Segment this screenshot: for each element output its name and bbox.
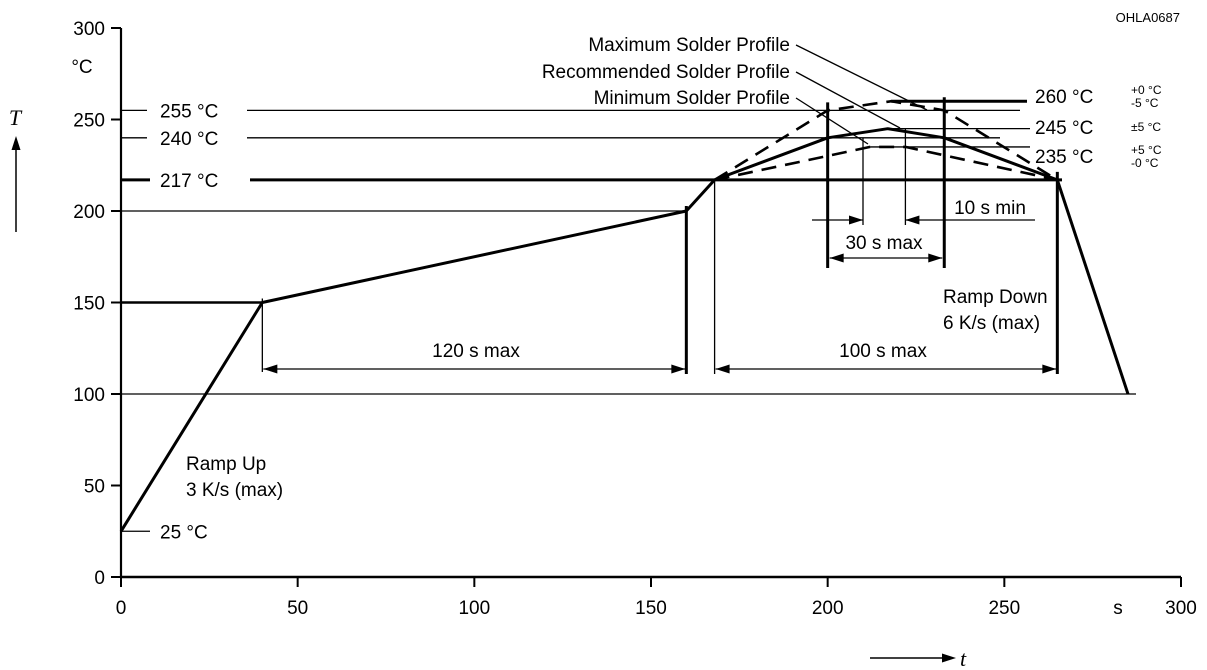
ref-label-255: 255 °C (160, 101, 218, 122)
text-layer: 0 50 100 150 200 250 300 0 50 100 150 200 250 300 °C Ts… (9, 10, 1197, 670)
label-ramp-up: Ramp Up (186, 454, 266, 475)
y-axis-title-arrow-head (11, 136, 21, 150)
label-minimum-profile: Minimum Solder Profile (594, 88, 790, 109)
ref-label-240: 240 °C (160, 129, 218, 150)
y-tick-label: 0 (94, 568, 105, 589)
series-line-maximum (713, 99, 1058, 182)
y-tick-label: 200 (73, 202, 105, 223)
x-axis-title-arrow-head (942, 653, 956, 663)
dim-label-10s: 10 s min (954, 198, 1026, 219)
dim-120s-head-left (263, 364, 278, 374)
y-axis-title: T (9, 105, 23, 130)
dim-10s-head-left (849, 215, 863, 225)
label-maximum-profile: Maximum Solder Profile (588, 35, 790, 56)
dim-label-100s: 100 s max (839, 341, 927, 362)
y-unit-label: °C (71, 57, 92, 78)
label-260-tol-upper: +0 °C (1131, 83, 1162, 97)
y-tick-label: 50 (84, 477, 105, 498)
label-ramp-down-rate: 6 K/s (max) (943, 313, 1040, 334)
leader-minimum (795, 97, 869, 145)
label-235-tol-lower: -0 °C (1131, 156, 1159, 170)
x-tick-label: 50 (287, 598, 308, 619)
x-tick-label: 100 (458, 598, 490, 619)
series-line-recommended (119, 127, 1130, 533)
label-245-main: 245 °C (1035, 118, 1093, 139)
dim-label-120s: 120 s max (432, 341, 520, 362)
leader-maximum (795, 44, 928, 111)
dim-100s-head-left (715, 364, 730, 374)
x-axis-title: t (960, 646, 967, 670)
y-tick-label: 100 (73, 385, 105, 406)
label-235-tol-upper: +5 °C (1131, 143, 1162, 157)
x-tick-label: 300 (1165, 598, 1197, 619)
figure-code-label: OHLA0687 (1116, 10, 1180, 25)
ref-label-25: 25 °C (160, 522, 208, 543)
x-tick-label: 150 (635, 598, 667, 619)
label-recommended-profile: Recommended Solder Profile (542, 62, 790, 83)
y-tick-label: 150 (73, 294, 105, 315)
dim-100s-head-right (1042, 364, 1057, 374)
axes-layer (11, 27, 1182, 663)
label-245-tol-upper: ±5 °C (1131, 120, 1161, 134)
dim-120s-head-right (671, 364, 686, 374)
x-tick-label: 250 (988, 598, 1020, 619)
dim-30s-head-left (829, 253, 844, 263)
label-ramp-up-rate: 3 K/s (max) (186, 480, 283, 501)
series-layer (119, 99, 1130, 533)
line-layer (121, 44, 1136, 532)
dim-10s-head-right (905, 215, 920, 225)
x-tick-label: 0 (116, 598, 127, 619)
leader-recommended (795, 71, 901, 129)
label-260-main: 260 °C (1035, 87, 1093, 108)
series-line-minimum (714, 145, 1058, 182)
x-unit-label: s (1113, 598, 1123, 619)
dim-30s-head-right (928, 253, 943, 263)
x-tick-label: 200 (812, 598, 844, 619)
y-tick-label: 250 (73, 111, 105, 132)
label-ramp-down: Ramp Down (943, 287, 1048, 308)
dim-label-30s: 30 s max (845, 233, 923, 254)
y-tick-label: 300 (73, 19, 105, 40)
label-260-tol-lower: -5 °C (1131, 96, 1159, 110)
ref-label-217: 217 °C (160, 171, 218, 192)
label-235-main: 235 °C (1035, 147, 1093, 168)
